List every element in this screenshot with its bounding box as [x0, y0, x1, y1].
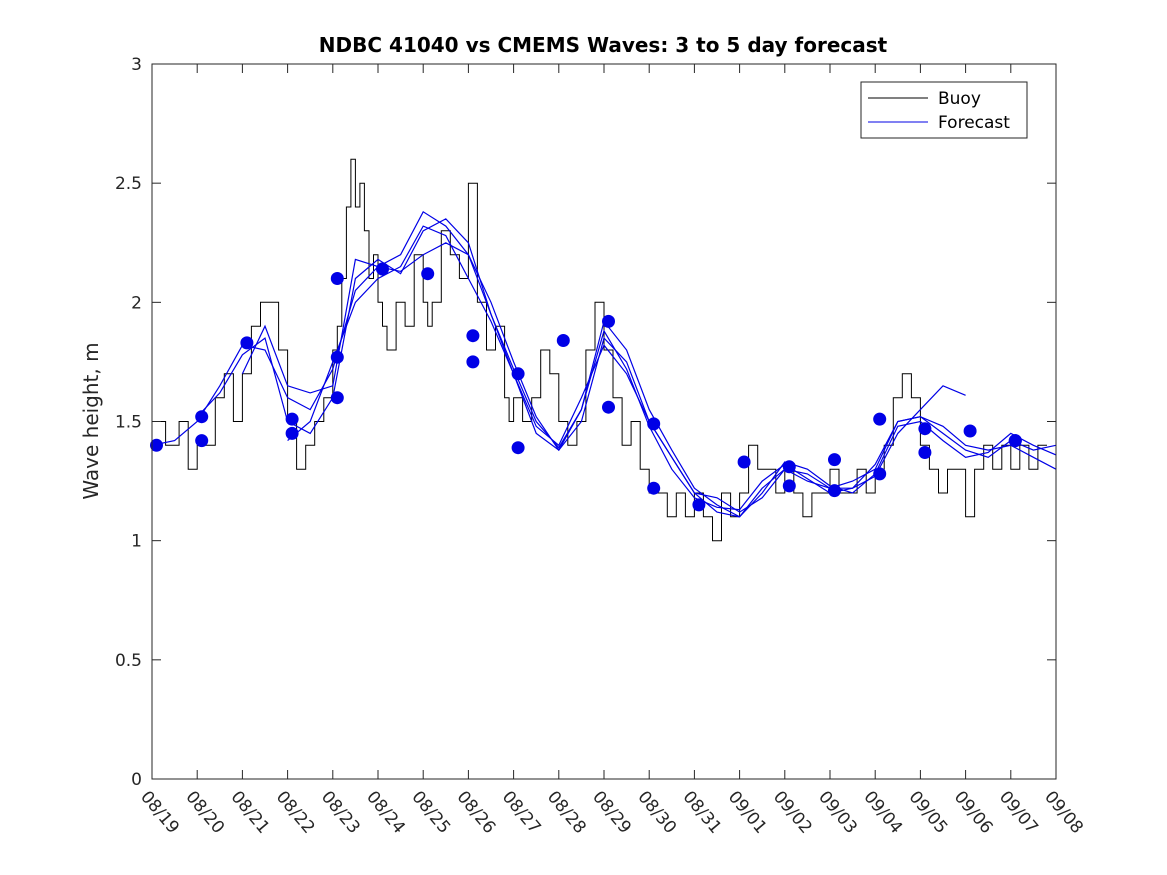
forecast-marker [150, 438, 163, 452]
forecast-marker [466, 329, 480, 343]
forecast-marker [873, 467, 887, 481]
legend-box [860, 81, 1028, 139]
chart-title: NDBC 41040 vs CMEMS Waves: 3 to 5 day fo… [319, 33, 888, 57]
forecast-marker [195, 434, 209, 448]
forecast-series-line-4 [287, 225, 966, 511]
forecast-marker [330, 350, 344, 364]
legend: Buoy Forecast [860, 81, 1028, 139]
forecast-marker [918, 422, 932, 436]
forecast-marker [602, 314, 615, 328]
forecast-marker [240, 336, 254, 350]
y-tick-label: 3 [131, 55, 142, 75]
y-tick-label: 1 [131, 532, 142, 552]
forecast-marker [918, 446, 932, 459]
y-tick-label: 2 [131, 293, 142, 313]
forecast-marker [556, 334, 570, 347]
forecast-marker [963, 424, 977, 438]
forecast-marker [376, 262, 389, 276]
forecast-marker [466, 355, 480, 369]
y-axis-label: Wave height, m [79, 342, 103, 499]
forecast-marker [692, 498, 706, 512]
y-axis: 0 0.5 1 1.5 2 2.5 3 [115, 55, 1056, 790]
forecast-marker [330, 391, 344, 405]
forecast-marker [782, 460, 796, 474]
forecast-marker [330, 272, 344, 285]
forecast-marker [647, 481, 661, 495]
forecast-marker [511, 367, 525, 381]
y-tick-label: 0 [131, 770, 142, 790]
forecast-marker [1008, 434, 1022, 448]
buoy-series-line [152, 158, 1047, 542]
y-tick-label: 1.5 [115, 413, 142, 433]
forecast-marker [647, 417, 661, 431]
forecast-marker [421, 267, 435, 281]
legend-forecast-label: Forecast [938, 113, 1010, 133]
forecast-marker [195, 410, 209, 424]
forecast-marker [782, 479, 796, 493]
forecast-marker [285, 412, 299, 426]
forecast-marker [828, 453, 841, 467]
forecast-marker [285, 426, 299, 440]
forecast-marker [737, 455, 751, 469]
forecast-marker [511, 441, 525, 455]
forecast-marker [873, 412, 887, 426]
y-tick-label: 2.5 [115, 174, 142, 194]
forecast-marker [602, 400, 615, 414]
y-tick-label: 0.5 [115, 651, 142, 671]
forecast-marker [828, 484, 841, 498]
legend-buoy-label: Buoy [938, 89, 981, 109]
